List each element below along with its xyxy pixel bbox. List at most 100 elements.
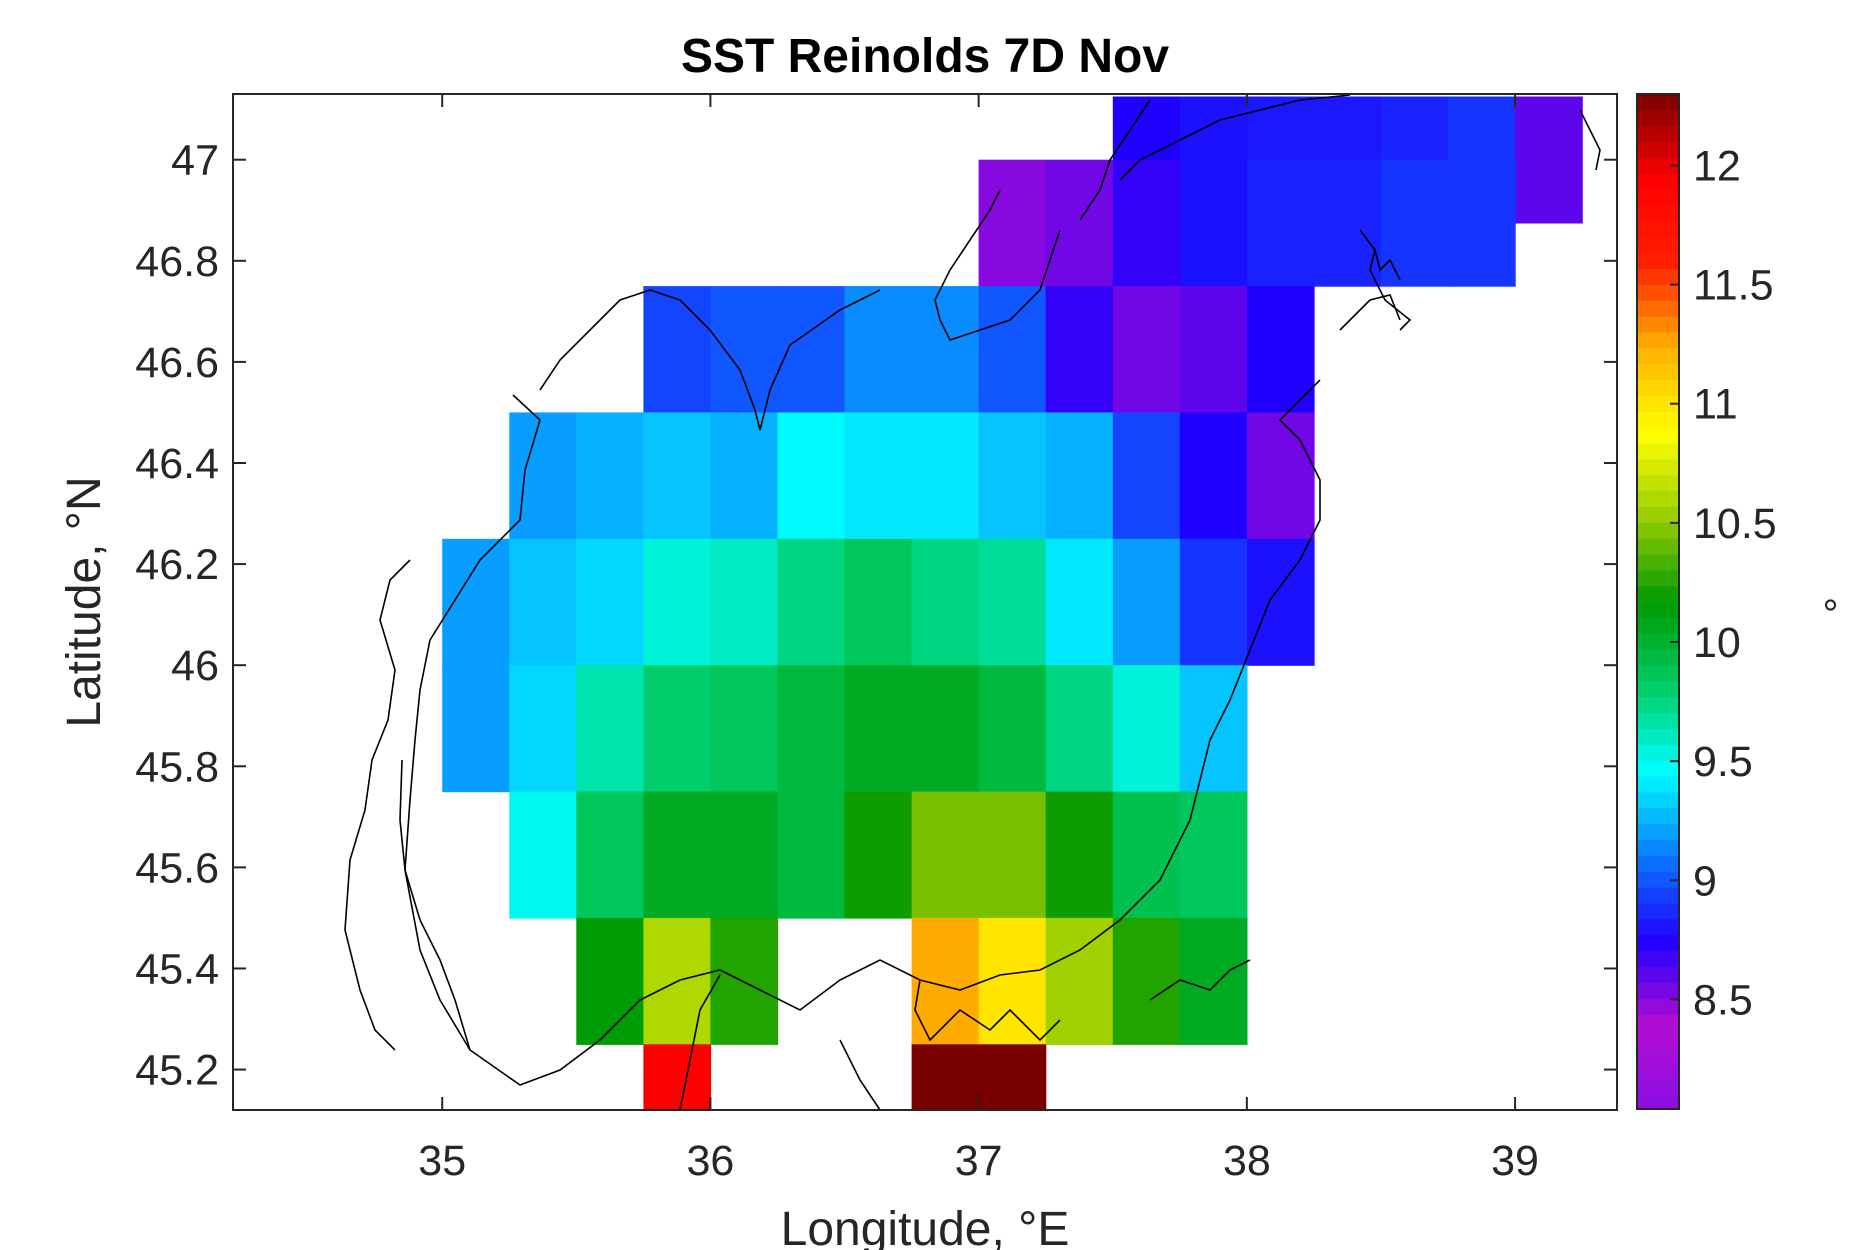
colorbar-step <box>1637 538 1679 555</box>
colorbar-step <box>1637 1045 1679 1063</box>
heatmap-cell <box>1045 665 1114 793</box>
colorbar-step <box>1637 379 1679 396</box>
heatmap-cell <box>1246 159 1315 287</box>
x-tick-label: 39 <box>1491 1137 1539 1185</box>
colorbar-step <box>1637 585 1679 603</box>
colorbar-step <box>1637 474 1679 492</box>
coastline-path <box>1579 109 1601 171</box>
heatmap-cell <box>710 412 779 540</box>
heatmap-cell <box>643 791 712 919</box>
heatmap-cell <box>911 1044 980 1110</box>
colorbar-step <box>1637 125 1679 143</box>
heatmap-cell <box>1246 538 1315 666</box>
colorbar-step <box>1637 490 1679 507</box>
colorbar-step <box>1637 189 1679 206</box>
colorbar-step <box>1637 109 1679 127</box>
heatmap-cell <box>576 538 644 666</box>
colorbar-step <box>1637 728 1679 745</box>
heatmap-cell <box>777 538 846 666</box>
heatmap-cell <box>643 412 712 540</box>
heatmap-cell <box>978 286 1047 414</box>
colorbar-step <box>1637 427 1679 444</box>
heatmap-cell <box>1045 917 1114 1045</box>
colorbar-step <box>1637 331 1679 349</box>
colorbar-step <box>1637 934 1679 951</box>
colorbar-tick-label: 8.5 <box>1693 976 1753 1024</box>
colorbar-step <box>1637 395 1679 412</box>
coastline-path <box>1079 99 1151 221</box>
x-axis-ticks: 35 36 37 38 39 <box>418 94 1539 1185</box>
heatmap-cell <box>509 665 577 793</box>
y-tick-label: 45.4 <box>135 945 219 993</box>
heatmap-cell <box>576 412 644 540</box>
colorbar-step <box>1637 458 1679 476</box>
colorbar-step <box>1637 205 1679 222</box>
x-tick-label: 36 <box>687 1137 735 1185</box>
heatmap-cell <box>643 1044 712 1110</box>
colorbar-step <box>1637 918 1679 936</box>
colorbar-step <box>1637 363 1679 381</box>
y-tick-label: 46.4 <box>135 440 219 488</box>
colorbar-step <box>1637 506 1679 523</box>
y-tick-label: 46.2 <box>135 541 219 589</box>
heatmap-cell <box>442 665 510 793</box>
heatmap-cell <box>576 665 644 793</box>
coastline-path <box>1339 294 1401 331</box>
colorbar-step <box>1637 94 1679 111</box>
y-tick-label: 45.6 <box>135 844 219 892</box>
heatmap-cell <box>710 791 779 919</box>
heatmap-cell <box>911 286 980 414</box>
colorbar-step <box>1637 553 1679 571</box>
colorbar-step <box>1637 760 1679 777</box>
heatmap-cell <box>1045 538 1114 666</box>
heatmap-cell <box>777 791 846 919</box>
colorbar-frame <box>1636 93 1680 1110</box>
colorbar-step <box>1637 617 1679 634</box>
heatmap-cell <box>1381 159 1449 287</box>
heatmap-cell <box>1045 159 1114 287</box>
colorbar-step <box>1637 300 1679 317</box>
colorbar-step <box>1637 316 1679 333</box>
colorbar-step <box>1637 776 1679 793</box>
heatmap-cell <box>1179 791 1248 919</box>
heatmap-cell <box>1112 917 1181 1045</box>
coastline-path <box>1359 229 1401 281</box>
heatmap-cell <box>1179 917 1248 1045</box>
plot-frame <box>232 93 1618 1111</box>
coastline-path <box>399 759 471 1051</box>
heatmap-cell <box>1112 159 1181 287</box>
heatmap-cell <box>576 791 644 919</box>
coastline-path <box>1119 94 1351 181</box>
colorbar-step <box>1637 887 1679 904</box>
colorbar-step <box>1637 680 1679 698</box>
heatmap-cell <box>643 538 712 666</box>
heatmap-cell <box>911 917 980 1045</box>
heatmap-cell <box>844 412 913 540</box>
colorbar-step <box>1637 173 1679 190</box>
heatmap-cell <box>1515 96 1583 224</box>
y-tick-label: 47 <box>171 137 219 185</box>
heatmap-cell <box>978 917 1047 1045</box>
heatmap-cell <box>1112 665 1181 793</box>
heatmap-cell <box>1112 791 1181 919</box>
heatmap-cell <box>710 286 779 414</box>
heatmap-cell <box>1045 412 1114 540</box>
colorbar-step <box>1637 839 1679 856</box>
colorbar-label: ° <box>1799 597 1843 613</box>
y-tick-label: 46.6 <box>135 339 219 387</box>
colorbar-tick-label: 11 <box>1693 381 1738 429</box>
heatmap-cell <box>844 538 913 666</box>
y-tick-label: 46.8 <box>135 238 219 286</box>
heatmap-cell <box>1112 286 1181 414</box>
heatmap-cell <box>576 917 644 1045</box>
heatmap-cell <box>777 412 846 540</box>
heatmap-cell <box>1179 159 1248 287</box>
heatmap-cell <box>1179 538 1248 666</box>
colorbar-step <box>1637 744 1679 761</box>
heatmap-cell <box>1112 412 1181 540</box>
heatmap-cell <box>978 791 1047 919</box>
coastline-path <box>404 379 1321 1086</box>
colorbar-step <box>1637 633 1679 650</box>
heatmap-cell <box>1045 286 1114 414</box>
heatmap-cells <box>442 96 1583 1110</box>
